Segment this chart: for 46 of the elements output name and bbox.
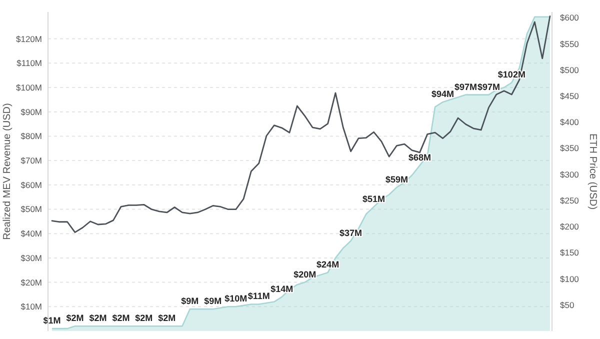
data-label: $59M	[386, 174, 408, 184]
y-tick-label: $110M	[16, 58, 42, 68]
data-label: $14M	[270, 284, 294, 294]
y2-tick-label: $350	[560, 143, 580, 154]
data-label: $97M	[454, 82, 477, 92]
y-tick-label: $80M	[20, 131, 42, 142]
data-label: $37M	[340, 228, 362, 238]
y2-axis-title: ETH Price (USD)	[587, 133, 598, 210]
y-tick-label: $100M	[16, 82, 42, 92]
y-tick-label: $50M	[20, 204, 42, 214]
data-label: $2M	[89, 313, 107, 324]
data-label: $20M	[294, 269, 316, 280]
y-axis-title: Realized MEV Revenue (USD)	[2, 103, 13, 240]
data-label: $68M	[408, 152, 432, 162]
data-label: $24M	[316, 260, 340, 270]
data-label: $11M	[248, 291, 270, 302]
y2-tick-label: $100	[560, 274, 580, 284]
y2-tick-label: $450	[560, 91, 580, 102]
data-label: $2M	[66, 313, 84, 324]
data-label: $51M	[362, 194, 386, 204]
y-tick-label: $20M	[20, 277, 42, 288]
y2-tick-label: $300	[560, 169, 580, 180]
y2-tick-label: $250	[560, 195, 580, 206]
y2-tick-label: $500	[560, 64, 580, 75]
y-tick-label: $120M	[16, 34, 42, 44]
data-label: $2M	[112, 313, 130, 324]
data-label: $1M	[43, 316, 61, 326]
y-tick-label: $10M	[20, 302, 42, 312]
y-tick-label: $90M	[20, 106, 42, 117]
data-label: $97M	[477, 82, 500, 92]
y2-tick-label: $150	[560, 248, 580, 258]
y-tick-label: $30M	[20, 252, 42, 263]
y2-tick-label: $550	[560, 38, 580, 49]
y2-tick-label: $400	[560, 117, 580, 128]
y-tick-label: $60M	[20, 180, 42, 190]
data-label: $9M	[204, 296, 222, 306]
y2-tick-label: $50	[560, 300, 574, 310]
data-label: $9M	[181, 296, 199, 306]
data-label: $2M	[158, 313, 176, 324]
y-tick-label: $40M	[20, 228, 42, 239]
y2-tick-label: $600	[560, 12, 580, 23]
data-label: $10M	[224, 294, 248, 304]
data-label: $94M	[431, 89, 454, 100]
y-tick-label: $70M	[20, 156, 42, 166]
data-label: $2M	[135, 313, 153, 324]
y2-tick-label: $200	[560, 222, 580, 232]
